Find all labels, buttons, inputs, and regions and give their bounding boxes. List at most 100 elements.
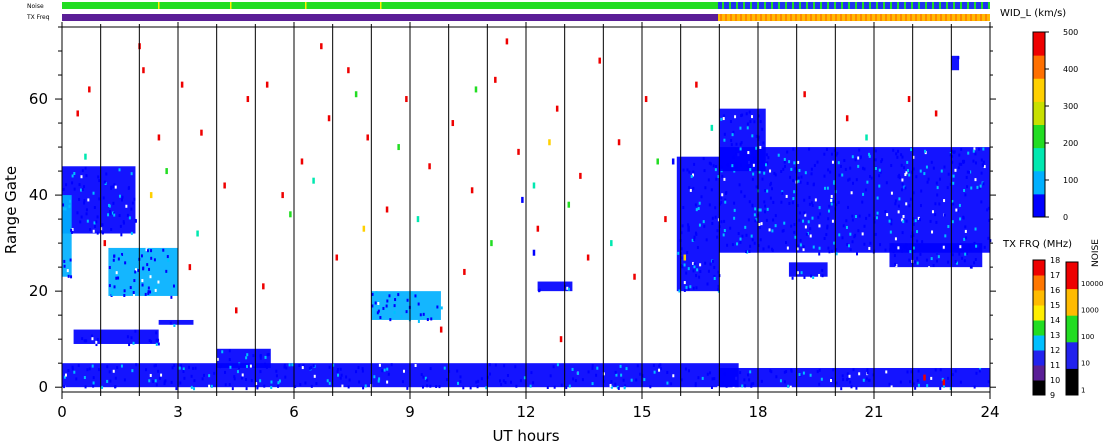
echo-point <box>165 168 168 174</box>
echo-region <box>538 282 573 293</box>
echo-point <box>281 192 284 198</box>
echo-point <box>865 134 868 140</box>
noise-strip-mark <box>736 2 738 9</box>
echo-point <box>943 379 946 385</box>
echo-point <box>711 125 714 131</box>
noise-colorbar-label: 100 <box>1081 333 1094 341</box>
txfreq-strip-high <box>718 14 990 21</box>
echo-point <box>355 91 358 97</box>
echo-point <box>633 274 636 280</box>
noise-strip-mark <box>981 2 983 9</box>
txfreq-strip-mark <box>770 14 772 21</box>
noise-colorbar-label: 10 <box>1081 360 1090 368</box>
noise-strip-mark <box>785 2 787 9</box>
width-colorbar-label: 400 <box>1063 65 1078 74</box>
echo-point <box>494 77 497 83</box>
echo-region <box>371 291 442 323</box>
txfreq-colorbar-swatch <box>1033 275 1045 291</box>
txfreq-strip-mark <box>905 14 907 21</box>
txfreq-strip-mark <box>790 14 792 21</box>
echo-region <box>719 109 767 171</box>
txfreq-colorbar-label: 17 <box>1050 271 1060 280</box>
echo-point <box>672 158 675 164</box>
noise-strip-label: Noise <box>27 3 44 10</box>
txfreq-strip-mark <box>815 14 817 21</box>
txfreq-colorbar-swatch <box>1033 290 1045 306</box>
x-tick-label: 18 <box>748 403 767 421</box>
noise-colorbar-swatch <box>1066 368 1078 395</box>
noise-strip-mark <box>855 2 857 9</box>
echo-point <box>150 192 153 198</box>
echo-point <box>490 240 493 246</box>
noise-strip-mark <box>932 2 934 9</box>
echo-point <box>568 202 571 208</box>
echo-point <box>560 336 563 342</box>
noise-strip-low <box>62 2 718 9</box>
echo-point <box>104 240 107 246</box>
txfreq-colorbar-label: 18 <box>1050 256 1060 265</box>
txfreq-strip-mark <box>880 14 882 21</box>
echo-point <box>517 149 520 155</box>
echo-point <box>645 96 648 102</box>
x-tick-label: 24 <box>980 403 999 421</box>
width-colorbar-label: 500 <box>1063 28 1078 37</box>
txfreq-strip-mark <box>975 14 977 21</box>
txfreq-strip-mark <box>825 14 827 21</box>
noise-strip-mark <box>953 2 955 9</box>
echo-point <box>397 144 400 150</box>
txfreq-strip-mark <box>805 14 807 21</box>
txfreq-strip-mark <box>945 14 947 21</box>
width-colorbar-title: WID_L (km/s) <box>1000 8 1066 19</box>
txfreq-strip-mark <box>750 14 752 21</box>
txfreq-colorbar-swatch <box>1033 380 1045 396</box>
echo-point <box>506 38 509 44</box>
txfreq-colorbar-label: 11 <box>1050 361 1060 370</box>
echo-point <box>366 134 369 140</box>
noise-colorbar-label: 1 <box>1081 386 1085 394</box>
x-tick-label: 3 <box>173 403 183 421</box>
echo-point <box>320 43 323 49</box>
txfreq-strip-mark <box>875 14 877 21</box>
noise-strip-mark <box>925 2 927 9</box>
noise-strip-mark <box>939 2 941 9</box>
txfreq-strip-mark <box>955 14 957 21</box>
echo-point <box>664 216 667 222</box>
y-tick-label: 20 <box>29 282 48 300</box>
width-colorbar: 0 100 200 300 400 500 <box>1033 28 1078 222</box>
noise-strip-mark <box>869 2 871 9</box>
echo-point <box>440 327 443 333</box>
noise-strip-mark <box>158 2 160 9</box>
noise-strip-mark <box>757 2 759 9</box>
txfreq-strip-mark <box>730 14 732 21</box>
txfreq-strip-mark <box>845 14 847 21</box>
txfreq-colorbar-swatch <box>1033 260 1045 276</box>
x-axis-label: UT hours <box>492 427 559 441</box>
noise-colorbar-label: 1000 <box>1081 307 1099 315</box>
echo-point <box>463 269 466 275</box>
txfreq-colorbar-swatch <box>1033 350 1045 366</box>
txfreq-colorbar-label: 16 <box>1050 286 1060 295</box>
noise-strip-mark <box>827 2 829 9</box>
noise-strip-mark <box>897 2 899 9</box>
width-colorbar-label: 0 <box>1063 213 1068 222</box>
noise-colorbar-title: NOISE <box>1091 239 1101 267</box>
noise-strip-mark <box>771 2 773 9</box>
x-tick-label: 6 <box>289 403 299 421</box>
echo-point <box>610 240 613 246</box>
txfreq-strip-mark <box>890 14 892 21</box>
echo-point <box>158 134 161 140</box>
noise-strip-mark <box>806 2 808 9</box>
txfreq-strip-mark <box>755 14 757 21</box>
echo-point <box>475 86 478 92</box>
echo-point <box>142 67 145 73</box>
width-colorbar-swatch <box>1033 125 1045 149</box>
echo-point <box>312 178 315 184</box>
noise-strip-mark <box>792 2 794 9</box>
echo-point <box>923 375 926 381</box>
txfreq-strip-mark <box>745 14 747 21</box>
noise-strip-mark <box>729 2 731 9</box>
echo-point <box>803 91 806 97</box>
txfreq-strip-mark <box>795 14 797 21</box>
txfreq-colorbar-swatch <box>1033 320 1045 336</box>
